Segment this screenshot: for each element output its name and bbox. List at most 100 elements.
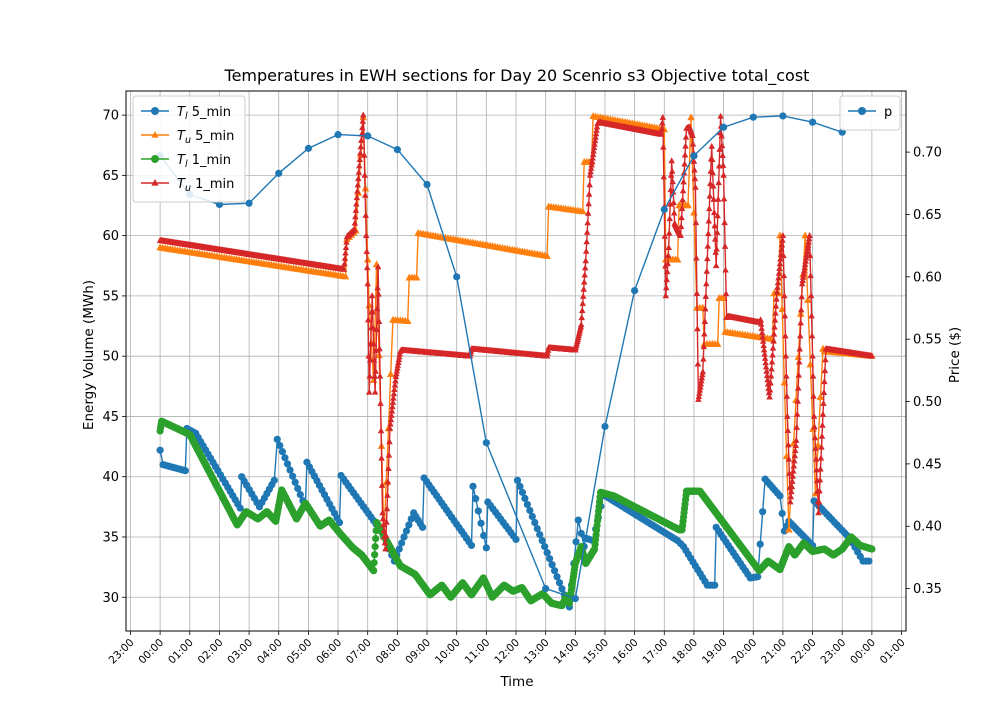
data-point: [181, 467, 189, 475]
data-point: [773, 288, 781, 295]
data-point: [720, 123, 728, 131]
data-point: [815, 509, 822, 516]
data-point: [341, 272, 350, 280]
data-point: [700, 343, 708, 350]
data-point: [788, 488, 795, 495]
data-point: [289, 472, 297, 480]
data-point: [778, 509, 786, 518]
data-point: [666, 200, 674, 207]
data-point: [722, 266, 729, 273]
data-point: [766, 386, 774, 393]
data-point: [799, 273, 807, 280]
data-point: [780, 252, 787, 259]
data-point: [798, 280, 806, 287]
data-point: [769, 344, 777, 351]
series-p: [156, 112, 846, 603]
data-point: [701, 318, 709, 324]
data-point: [351, 226, 358, 232]
data-point: [291, 478, 299, 486]
data-point: [474, 507, 482, 515]
data-point: [558, 585, 566, 593]
data-point: [800, 267, 808, 274]
data-point: [412, 273, 421, 281]
data-point: [810, 392, 817, 399]
data-point: [705, 217, 713, 224]
data-point: [808, 332, 816, 339]
data-point: [665, 252, 672, 259]
data-point: [587, 164, 595, 171]
data-point: [389, 398, 397, 405]
data-point: [762, 363, 770, 370]
data-point: [771, 316, 779, 323]
y-axis-label-left: Energy Volume (MWh): [81, 280, 97, 430]
legend-left: Tl 5_min Tu 5_min Tl 1_min Tu 1_min: [132, 95, 246, 203]
data-point: [361, 191, 369, 198]
data-point: [585, 200, 592, 207]
data-point: [393, 146, 401, 154]
legend-right: p: [839, 95, 901, 131]
data-point: [591, 140, 598, 147]
data-point: [794, 410, 801, 417]
data-point: [681, 160, 688, 167]
data-point: [704, 242, 712, 249]
data-point: [697, 380, 705, 387]
data-point: [365, 301, 373, 309]
data-point: [374, 284, 381, 291]
data-point: [787, 498, 794, 505]
data-point: [718, 142, 726, 149]
data-point: [819, 410, 827, 417]
data-point: [375, 318, 383, 324]
data-point: [581, 271, 588, 278]
data-point: [546, 555, 554, 563]
data-point: [533, 524, 541, 533]
data-point: [550, 567, 559, 575]
data-point: [553, 573, 561, 581]
data-point: [359, 117, 367, 124]
data-point: [372, 534, 380, 543]
data-point: [772, 309, 779, 316]
data-point: [695, 392, 703, 399]
data-point: [384, 491, 391, 498]
data-point: [388, 407, 396, 414]
data-point: [356, 156, 364, 162]
y-axis-label-right: Price ($): [947, 327, 963, 383]
data-point: [371, 551, 379, 559]
data-point: [581, 264, 589, 271]
series-t-u-1-min: [156, 111, 876, 552]
data-point: [774, 279, 782, 286]
data-point: [601, 422, 609, 431]
data-point: [294, 484, 302, 493]
legend-label: Tu 5_min: [177, 129, 234, 146]
data-point: [706, 192, 714, 199]
data-point: [531, 518, 539, 527]
data-point: [370, 567, 378, 575]
data-point: [362, 211, 369, 218]
data-point: [807, 292, 815, 299]
data-point: [771, 323, 778, 330]
data-point: [400, 533, 408, 541]
data-point: [353, 200, 360, 207]
data-point: [710, 209, 718, 216]
data-point: [716, 145, 723, 152]
chart-title: Temperatures in EWH sections for Day 20 …: [224, 66, 810, 86]
data-point: [678, 205, 686, 212]
data-point: [806, 252, 814, 259]
data-point: [512, 535, 520, 543]
data-point: [592, 130, 600, 137]
data-point: [578, 314, 585, 321]
data-point: [355, 168, 363, 175]
data-point: [659, 113, 667, 120]
data-point: [801, 231, 809, 239]
data-point: [789, 472, 797, 479]
data-point: [821, 367, 829, 374]
data-point: [794, 397, 801, 404]
data-point: [660, 173, 668, 180]
data-point: [785, 441, 792, 448]
data-point: [711, 235, 719, 242]
data-point: [790, 467, 797, 474]
data-point: [283, 460, 292, 468]
data-point: [794, 352, 803, 360]
data-point: [758, 329, 766, 336]
data-point: [719, 152, 726, 159]
data-point: [689, 131, 696, 138]
